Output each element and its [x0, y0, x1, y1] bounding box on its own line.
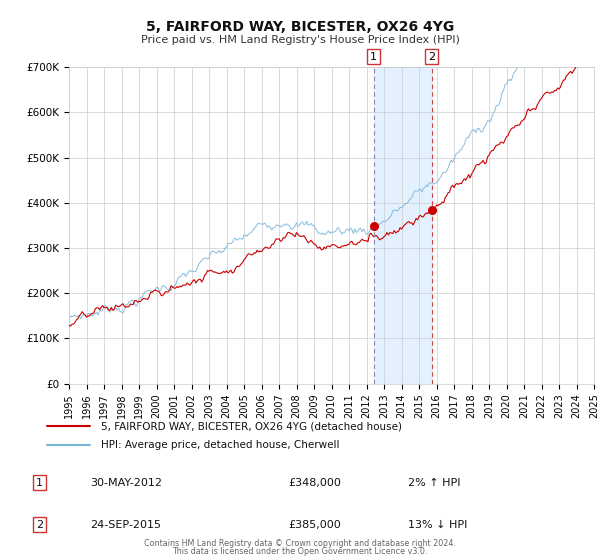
- Text: 5, FAIRFORD WAY, BICESTER, OX26 4YG (detached house): 5, FAIRFORD WAY, BICESTER, OX26 4YG (det…: [101, 421, 402, 431]
- Bar: [374, 67, 432, 384]
- Text: 13% ↓ HPI: 13% ↓ HPI: [408, 520, 467, 530]
- Text: 1: 1: [370, 52, 377, 62]
- Text: 2: 2: [428, 52, 436, 62]
- Text: This data is licensed under the Open Government Licence v3.0.: This data is licensed under the Open Gov…: [172, 547, 428, 556]
- Text: 24-SEP-2015: 24-SEP-2015: [90, 520, 161, 530]
- Text: 1: 1: [36, 478, 43, 488]
- Text: 5, FAIRFORD WAY, BICESTER, OX26 4YG: 5, FAIRFORD WAY, BICESTER, OX26 4YG: [146, 20, 454, 34]
- Text: 2: 2: [36, 520, 43, 530]
- Text: 2% ↑ HPI: 2% ↑ HPI: [408, 478, 461, 488]
- Text: Contains HM Land Registry data © Crown copyright and database right 2024.: Contains HM Land Registry data © Crown c…: [144, 539, 456, 548]
- Text: 30-MAY-2012: 30-MAY-2012: [90, 478, 162, 488]
- Text: HPI: Average price, detached house, Cherwell: HPI: Average price, detached house, Cher…: [101, 440, 340, 450]
- Text: £385,000: £385,000: [288, 520, 341, 530]
- Text: Price paid vs. HM Land Registry's House Price Index (HPI): Price paid vs. HM Land Registry's House …: [140, 35, 460, 45]
- Text: £348,000: £348,000: [288, 478, 341, 488]
